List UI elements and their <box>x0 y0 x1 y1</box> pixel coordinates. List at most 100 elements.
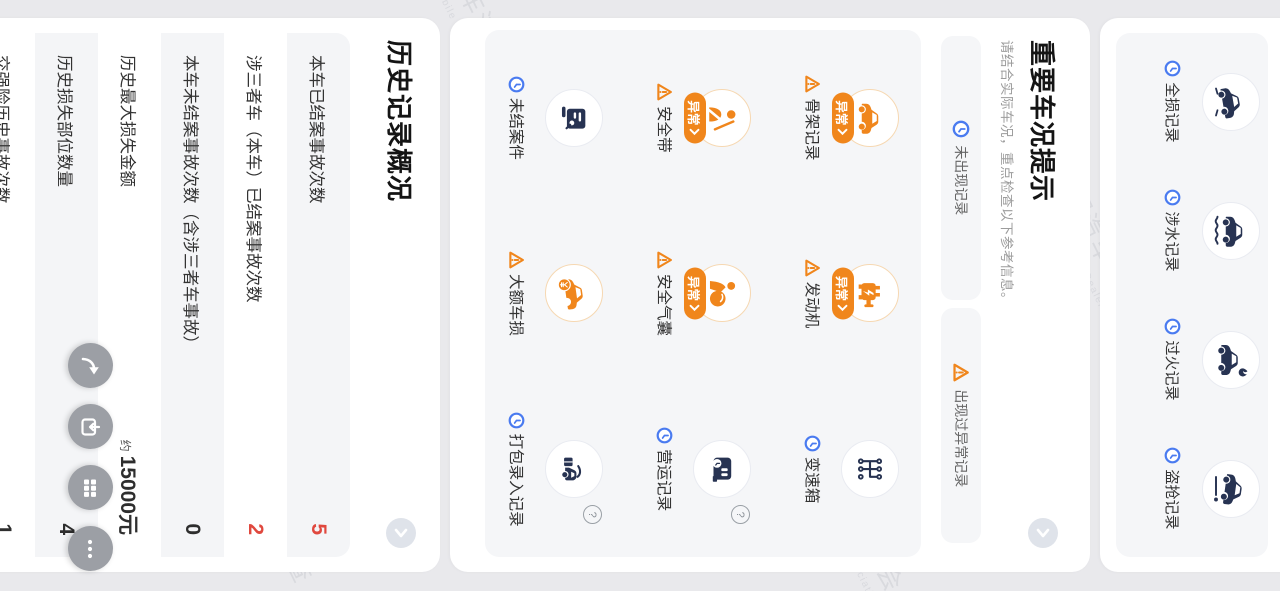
abnormal-badge[interactable]: 异常 <box>684 267 706 319</box>
condition-grid-panel: 异常 骨架记录 <box>485 30 921 557</box>
share-arrow-icon <box>82 357 100 374</box>
table-row: 涉三者车（本车）已结案事故次数 2 <box>224 33 287 557</box>
grid-item-heavy-damage[interactable]: 大额车损 <box>485 206 603 382</box>
grid-item-gearbox[interactable]: 变速箱 <box>781 381 899 557</box>
row-label: 本车未结案事故次数（含涉三者车事故） <box>181 55 200 352</box>
download-button[interactable] <box>68 404 113 449</box>
condition-card-title: 重要车况提示 <box>1027 40 1057 203</box>
apps-menu-button[interactable] <box>68 465 113 510</box>
grid-item-label: 发动机 <box>803 281 820 329</box>
question-icon[interactable]: ? <box>583 505 602 525</box>
approx-prefix: 约 <box>118 439 133 452</box>
history-more-button[interactable] <box>386 518 416 548</box>
chevron-right-icon <box>394 528 408 538</box>
icon-circle <box>841 264 899 323</box>
row-value: 0 <box>181 523 205 535</box>
special-records-card: 全损记录 涉水记录 <box>1100 18 1280 572</box>
row-value: 5 <box>307 523 331 535</box>
gearbox-icon <box>857 458 883 480</box>
abnormal-badge-label: 异常 <box>686 100 701 126</box>
abnormal-badge[interactable]: 异常 <box>832 92 854 144</box>
table-row: 交强险历史事故次数 1 <box>0 33 35 557</box>
row-label: 交强险历史事故次数 <box>0 55 11 204</box>
icon-circle <box>545 88 603 147</box>
grid-item-bundled-entry[interactable]: ? 打包录入记录 <box>485 381 603 557</box>
airbag-icon <box>709 281 736 307</box>
abnormal-badge-label: 异常 <box>686 275 701 301</box>
clock-icon <box>1164 319 1181 335</box>
record-item-total-loss[interactable]: 全损记录 <box>1116 37 1260 166</box>
icon-circle <box>1202 330 1260 389</box>
abnormal-badge[interactable]: 异常 <box>832 267 854 319</box>
icon-circle <box>1202 72 1260 131</box>
row-value-text: 15000元 <box>116 455 140 535</box>
record-item-label: 涉水记录 <box>1163 211 1180 272</box>
record-item-flooded[interactable]: 涉水记录 <box>1116 166 1260 295</box>
clock-icon <box>1164 190 1181 206</box>
clock-icon <box>952 120 970 138</box>
floating-action-buttons <box>68 343 113 571</box>
row-value: 2 <box>244 523 268 535</box>
condition-tips-card: 重要车况提示 请结合实际车况，重点检查以下参考信息。 未出现记录 出现过异常记录 <box>450 18 1090 572</box>
grid-item-seatbelt[interactable]: 异常 安全带 <box>633 30 751 206</box>
icon-circle <box>693 440 751 499</box>
legend-label: 未出现记录 <box>953 145 969 216</box>
grid-item-airbag[interactable]: 异常 安全气囊 <box>633 206 751 382</box>
record-item-burned[interactable]: 过火记录 <box>1116 295 1260 424</box>
icon-circle <box>545 440 603 499</box>
clock-icon <box>1164 61 1181 77</box>
more-options-button[interactable] <box>68 526 113 571</box>
special-records-panel: 全损记录 涉水记录 <box>1116 33 1268 557</box>
icon-circle <box>841 440 899 499</box>
icon-circle <box>1202 201 1260 260</box>
grid-item-operation-record[interactable]: ? 营运记录 <box>633 381 751 557</box>
legend-abnormal-record: 出现过异常记录 <box>941 307 981 543</box>
grid-item-engine[interactable]: 异常 发动机 <box>781 206 899 382</box>
icon-circle <box>1202 459 1260 518</box>
row-value: 约 15000元 <box>115 440 145 535</box>
clock-icon <box>805 435 821 452</box>
grid-item-label: 营运记录 <box>655 449 672 512</box>
record-item-label: 全损记录 <box>1163 82 1180 143</box>
grid-item-label: 安全气囊 <box>655 273 672 336</box>
record-item-stolen[interactable]: 盗抢记录 <box>1116 424 1260 553</box>
chevron-right-icon <box>690 304 700 311</box>
seatbelt-icon <box>707 107 736 131</box>
stolen-car-icon <box>1214 473 1242 504</box>
grid-item-label: 变速箱 <box>803 456 820 504</box>
history-table: 本车已结案事故次数 5 涉三者车（本车）已结案事故次数 2 本车未结案事故次数（… <box>0 33 350 557</box>
legend-no-record: 未出现记录 <box>941 36 981 300</box>
row-label: 历史损失部位数量 <box>55 55 74 187</box>
warning-icon <box>953 363 969 382</box>
engine-icon <box>858 283 880 308</box>
warning-icon <box>657 83 673 101</box>
chevron-right-icon <box>838 304 848 311</box>
record-item-label: 过火记录 <box>1163 340 1180 401</box>
grid-item-label: 未结案件 <box>507 97 524 160</box>
legend-label: 出现过异常记录 <box>953 389 969 488</box>
grid-item-open-case[interactable]: 未结案件 <box>485 30 603 206</box>
share-button[interactable] <box>68 343 113 388</box>
abnormal-badge-label: 异常 <box>834 100 849 126</box>
history-card-title: 历史记录概况 <box>384 40 415 203</box>
clock-icon <box>657 427 673 444</box>
abnormal-badge[interactable]: 异常 <box>684 92 706 144</box>
condition-more-button[interactable] <box>1028 518 1059 548</box>
grid-item-car-frame[interactable]: 异常 骨架记录 <box>781 30 899 206</box>
more-dots-icon <box>88 539 93 558</box>
icon-circle <box>693 88 751 147</box>
history-overview-card: 历史记录概况 本车已结案事故次数 5 涉三者车（本车）已结案事故次数 2 本车未… <box>0 18 440 572</box>
warning-icon <box>805 259 821 277</box>
warning-icon <box>509 251 525 269</box>
chevron-right-icon <box>838 128 848 135</box>
grid-item-label: 骨架记录 <box>803 98 820 161</box>
question-icon[interactable]: ? <box>731 505 750 525</box>
chevron-right-icon <box>690 128 700 135</box>
record-item-label: 盗抢记录 <box>1163 469 1180 530</box>
grid-item-label: 安全带 <box>655 106 672 153</box>
condition-card-subtitle: 请结合实际车况，重点检查以下参考信息。 <box>999 40 1014 306</box>
row-label: 本车已结案事故次数 <box>307 55 326 204</box>
heavy-damage-car-icon <box>557 278 583 311</box>
warning-icon <box>657 251 673 269</box>
